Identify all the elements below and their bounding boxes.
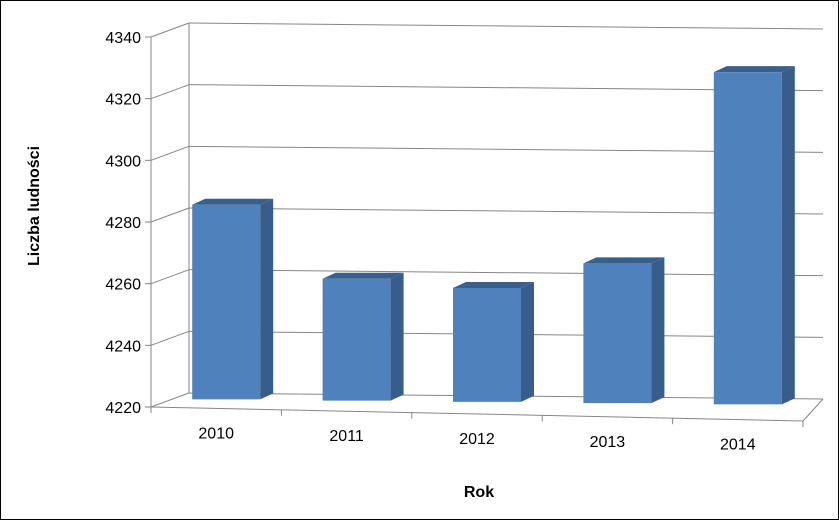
bar-top bbox=[453, 282, 534, 288]
gridline-side bbox=[150, 145, 190, 161]
x-tick-label: 2011 bbox=[329, 428, 364, 445]
x-tick-label: 2013 bbox=[590, 434, 626, 451]
y-tick-label: 4240 bbox=[105, 338, 141, 355]
bar-top bbox=[583, 257, 665, 264]
gridline bbox=[188, 22, 824, 30]
x-tick-label: 2014 bbox=[720, 437, 756, 454]
x-axis-line bbox=[150, 406, 804, 422]
y-tick-label: 4340 bbox=[105, 30, 141, 47]
bar-front bbox=[583, 263, 652, 404]
gridline-side bbox=[150, 207, 190, 223]
bar-top bbox=[192, 198, 274, 205]
bar-front bbox=[322, 278, 391, 401]
bar-side bbox=[390, 272, 404, 401]
gridline-side bbox=[150, 22, 190, 38]
y-axis-title: Liczba ludności bbox=[26, 146, 43, 266]
bar bbox=[583, 257, 665, 404]
bar bbox=[713, 66, 795, 405]
bar-side bbox=[781, 66, 795, 405]
x-axis-title: Rok bbox=[464, 484, 494, 501]
gridline-side bbox=[150, 330, 190, 346]
bar bbox=[322, 272, 404, 401]
bar-front bbox=[713, 72, 782, 405]
bar-side bbox=[651, 257, 665, 404]
y-tick-label: 4260 bbox=[105, 277, 141, 294]
gridline-side bbox=[150, 269, 190, 285]
gridline-side bbox=[150, 84, 190, 100]
bar-top bbox=[713, 66, 795, 73]
x-tick-labels: 2010 2011 2012 2013 2014 bbox=[198, 425, 755, 453]
y-tick-label: 4220 bbox=[105, 400, 141, 417]
bar-front bbox=[192, 204, 261, 400]
x-tick-label: 2012 bbox=[459, 431, 495, 448]
bar-top bbox=[322, 272, 404, 279]
y-tick-label: 4300 bbox=[105, 153, 141, 170]
y-tick-label: 4320 bbox=[105, 92, 141, 109]
x-tick-label: 2010 bbox=[198, 425, 234, 442]
bar-side bbox=[521, 282, 534, 402]
y-tick-labels: 4220 4240 4260 4280 4300 4320 4340 bbox=[105, 30, 141, 417]
bar bbox=[453, 282, 534, 402]
floor-right-edge bbox=[802, 398, 824, 422]
bars bbox=[192, 66, 795, 405]
gridline-side bbox=[150, 392, 190, 408]
bar bbox=[192, 198, 274, 400]
y-tick-label: 4280 bbox=[105, 215, 141, 232]
bar-side bbox=[260, 198, 274, 400]
axes bbox=[145, 23, 824, 427]
bar-front bbox=[453, 288, 521, 402]
